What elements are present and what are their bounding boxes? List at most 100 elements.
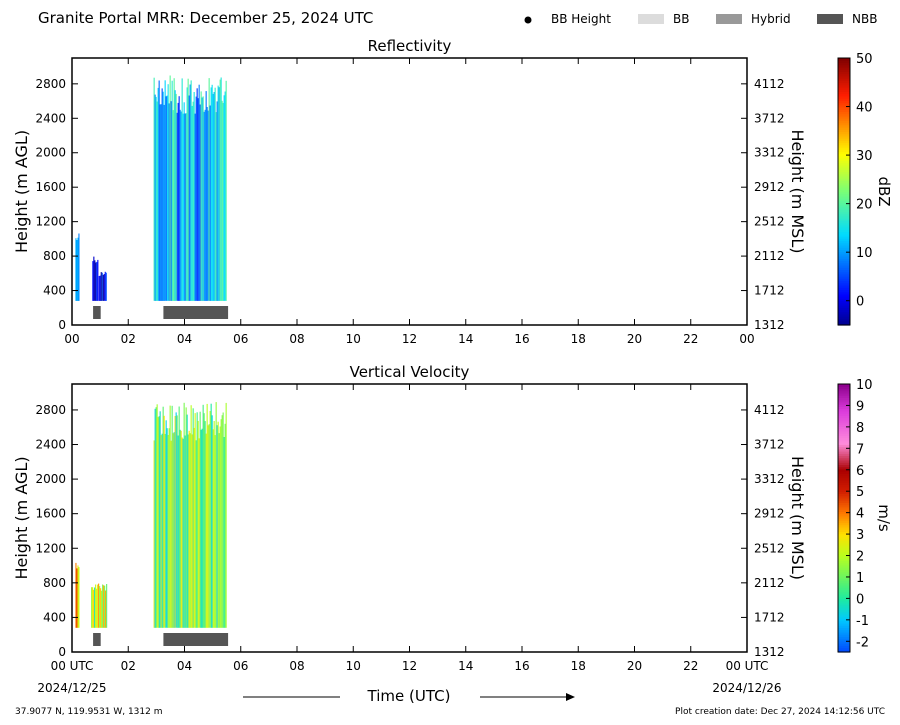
- colorbar-segment: [838, 296, 850, 299]
- y-tick-label: 0: [58, 645, 66, 659]
- y-tick-label-right: 1712: [754, 284, 785, 298]
- colorbar-segment: [838, 247, 850, 250]
- colorbar-segment: [838, 591, 850, 595]
- panel-title: Vertical Velocity: [350, 363, 470, 381]
- echo-column: [219, 426, 221, 628]
- colorbar-segment: [838, 544, 850, 548]
- echo-column: [154, 94, 156, 301]
- echo-column: [166, 428, 168, 628]
- colorbar-segment: [838, 415, 850, 419]
- colorbar-segment: [838, 140, 850, 144]
- colorbar-segment: [838, 589, 850, 593]
- colorbar-segment: [838, 122, 850, 126]
- colorbar-segment: [838, 439, 850, 443]
- colorbar-segment: [838, 231, 850, 235]
- y-axis-label-right: Height (m MSL): [788, 129, 807, 253]
- plot-creation-date: Plot creation date: Dec 27, 2024 14:12:5…: [675, 707, 885, 717]
- colorbar-tick-label: -1: [856, 614, 869, 629]
- echo-column: [171, 405, 173, 628]
- echo-column: [103, 585, 105, 628]
- echo-column: [202, 404, 204, 628]
- colorbar-segment: [838, 448, 850, 452]
- colorbar-segment: [838, 215, 850, 219]
- colorbar-segment: [838, 98, 850, 101]
- colorbar-segment: [838, 180, 850, 184]
- echo-column: [154, 408, 156, 628]
- x-tick-label: 18: [571, 659, 586, 673]
- colorbar-segment: [838, 605, 850, 608]
- echo-column: [97, 584, 99, 628]
- colorbar-label: m/s: [875, 504, 893, 532]
- colorbar-tick-label: 4: [856, 507, 864, 522]
- y-tick-label-right: 2512: [754, 541, 785, 555]
- x-tick-label: 14: [458, 659, 473, 673]
- x-tick-label: 22: [683, 659, 698, 673]
- echo-column: [178, 96, 180, 301]
- colorbar-segment: [838, 227, 850, 230]
- echo-column: [177, 102, 179, 301]
- legend-swatch: [638, 14, 664, 24]
- colorbar-segment: [838, 643, 850, 646]
- colorbar-segment: [838, 395, 850, 398]
- echo-column: [162, 406, 164, 628]
- panel-title: Reflectivity: [368, 37, 452, 55]
- colorbar-segment: [838, 571, 850, 575]
- echo-column: [220, 77, 222, 301]
- colorbar: 0 10 20 30 40 50 dBZ: [837, 52, 893, 326]
- colorbar-segment: [838, 473, 850, 477]
- y-tick-label-right: 2112: [754, 576, 785, 590]
- xlabel-right-arrow-head: [566, 693, 575, 701]
- colorbar-segment: [838, 408, 850, 412]
- echo-column: [182, 438, 184, 628]
- colorbar-segment: [838, 182, 850, 186]
- echo-column: [182, 113, 184, 301]
- echo-column: [173, 432, 175, 628]
- echo-column: [190, 80, 192, 301]
- colorbar-segment: [838, 95, 850, 99]
- colorbar-segment: [838, 475, 850, 479]
- colorbar-segment: [838, 64, 850, 68]
- colorbar-segment: [838, 155, 850, 159]
- colorbar-segment: [838, 480, 850, 483]
- colorbar-segment: [838, 300, 850, 304]
- echo-column: [96, 588, 98, 628]
- echo-column: [160, 435, 162, 628]
- x-axis-label: Time (UTC): [367, 687, 451, 705]
- colorbar-tick-label: 9: [856, 399, 864, 414]
- echo-column: [76, 568, 78, 628]
- echo-column: [187, 434, 189, 628]
- colorbar-segment: [838, 253, 850, 257]
- x-tick-label: 10: [346, 332, 361, 346]
- echo-column: [175, 412, 177, 628]
- echo-column: [198, 84, 200, 301]
- colorbar-segment: [838, 124, 850, 128]
- x-tick-label: 02: [121, 332, 136, 346]
- colorbar-segment: [838, 131, 850, 135]
- y-tick-label-right: 3312: [754, 146, 785, 160]
- colorbar-segment: [838, 497, 850, 501]
- colorbar-segment: [838, 515, 850, 519]
- echo-column: [168, 428, 170, 628]
- echo-column: [191, 434, 193, 628]
- echo-column: [212, 429, 214, 628]
- y-tick-label: 2000: [35, 472, 66, 486]
- colorbar-segment: [838, 513, 850, 517]
- colorbar-segment: [838, 502, 850, 506]
- colorbar-segment: [838, 284, 850, 288]
- colorbar-segment: [838, 204, 850, 208]
- x-tick-label: 18: [571, 332, 586, 346]
- echo-column: [164, 80, 166, 301]
- colorbar-segment: [838, 307, 850, 311]
- echo-column: [163, 104, 165, 301]
- colorbar-segment: [838, 576, 850, 579]
- colorbar-segment: [838, 236, 850, 239]
- echo-column: [222, 102, 224, 301]
- colorbar-tick-label: 5: [856, 485, 864, 500]
- echo-column: [193, 427, 195, 628]
- colorbar-segment: [838, 500, 850, 503]
- colorbar-segment: [838, 264, 850, 268]
- echo-column: [174, 416, 176, 628]
- colorbar-tick-label: 10: [856, 378, 873, 393]
- colorbar-segment: [838, 392, 850, 396]
- x-tick-label: 04: [177, 332, 192, 346]
